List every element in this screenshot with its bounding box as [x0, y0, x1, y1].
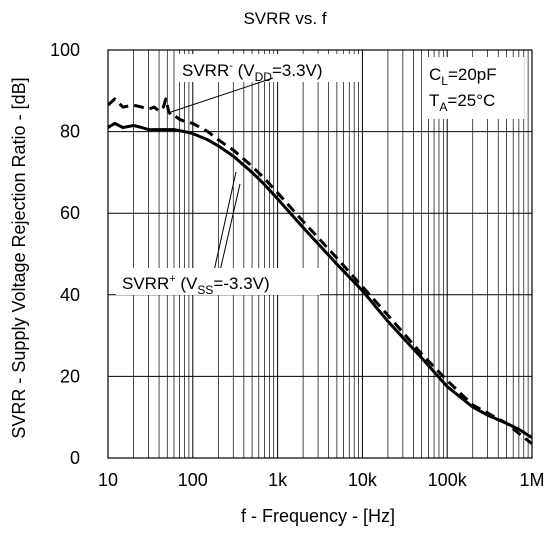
- y-tick-label: 60: [60, 203, 80, 223]
- plot-frame: [107, 49, 533, 459]
- svrr-minus-series-line: [106, 97, 533, 445]
- svrr-minus-label-background: [176, 54, 360, 82]
- y-tick-label: 0: [70, 448, 80, 468]
- temperature-text: TA=25°C: [429, 91, 495, 114]
- x-tick-label: 100: [178, 470, 208, 490]
- x-tick-label: 100k: [428, 470, 468, 490]
- conditions-background: [422, 57, 524, 119]
- svrr-minus-label: SVRR- (VDD=3.3V): [170, 54, 360, 113]
- load-capacitance-text: CL=20pF: [429, 65, 497, 88]
- x-tick-label: 10k: [348, 470, 378, 490]
- y-axis-label: SVRR - Supply Voltage Rejection Ratio - …: [9, 77, 29, 438]
- svrr-plus-label: SVRR+ (VSS=-3.3V): [116, 171, 320, 297]
- svrr-plus-label-text: SVRR+ (VSS=-3.3V): [122, 273, 270, 297]
- x-tick-label: 1k: [268, 470, 288, 490]
- y-tick-label: 40: [60, 285, 80, 305]
- svrr-plus-label-background: [116, 268, 320, 295]
- chart-title: SVRR vs. f: [243, 9, 326, 28]
- svrr-minus-leader: [170, 77, 274, 113]
- svrr-plus-leader-2: [219, 183, 241, 272]
- y-tick-label: 20: [60, 366, 80, 386]
- x-tick-label: 1M: [519, 470, 544, 490]
- svrr-minus-label-text: SVRR- (VDD=3.3V): [182, 60, 323, 84]
- y-tick-label: 100: [50, 40, 80, 60]
- svrr-plus-leader-1: [213, 171, 237, 272]
- x-tick-label: 10: [98, 470, 118, 490]
- tick-labels: 10 100 1k 10k 100k 1M 0 20 40 60 80 100: [50, 40, 545, 490]
- conditions-box: CL=20pF TA=25°C: [422, 57, 524, 119]
- series-lines: [106, 97, 533, 445]
- x-axis-label: f - Frequency - [Hz]: [241, 506, 395, 526]
- y-tick-label: 80: [60, 122, 80, 142]
- svrr-plus-series-line: [107, 121, 533, 439]
